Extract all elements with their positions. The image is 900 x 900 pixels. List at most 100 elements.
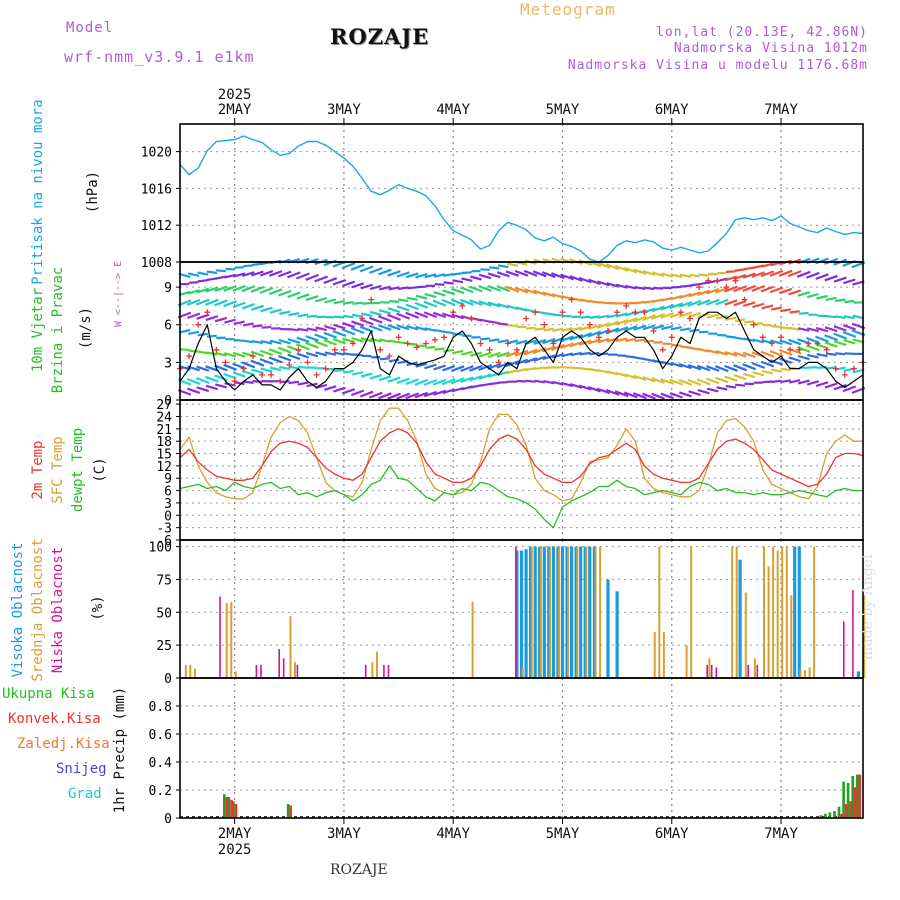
cloud-low-bar xyxy=(747,664,749,678)
gust-marker xyxy=(277,378,284,385)
wind-arrow xyxy=(406,324,419,331)
gust-marker xyxy=(595,334,602,341)
wind-arrow xyxy=(596,261,611,269)
wind-arrow xyxy=(243,380,254,384)
cloud-mid-bar xyxy=(690,546,693,678)
wind-arrow xyxy=(341,280,356,288)
wind-arrow xyxy=(297,381,309,386)
gust-marker xyxy=(714,277,721,284)
wind-arrow xyxy=(598,301,609,305)
wind-arrow xyxy=(314,333,328,341)
wind-arrow xyxy=(288,365,300,370)
wind-arrow xyxy=(798,327,810,332)
wind-arrow xyxy=(834,298,846,303)
wind-arrow xyxy=(614,264,629,272)
cloud-low-bar xyxy=(715,667,718,678)
wind-arrow xyxy=(268,288,283,296)
legend-convective-rain: Konvek.Kisa xyxy=(8,711,101,727)
precip-convective-bar xyxy=(858,774,862,818)
gust-marker xyxy=(741,296,748,303)
precip-convective-bar xyxy=(230,799,233,818)
cloud-mid-bar xyxy=(558,546,561,678)
cloud-low-bar xyxy=(843,621,845,678)
gust-marker xyxy=(641,309,648,316)
wind-arrow xyxy=(460,365,474,373)
wind-arrow xyxy=(643,299,655,304)
precip-convective-bar xyxy=(234,804,238,818)
pressure-line xyxy=(179,135,864,263)
wind-arrow xyxy=(842,330,857,338)
wind-arrow xyxy=(525,367,537,372)
wind-arrow xyxy=(707,272,718,276)
wind-arrow xyxy=(606,313,619,319)
wind-arrow xyxy=(278,310,291,316)
wind-arrow xyxy=(669,378,684,386)
y-tick-label: 25 xyxy=(156,639,172,654)
gust-marker xyxy=(231,378,238,385)
panel-frames xyxy=(179,123,864,819)
wind-arrow xyxy=(532,270,547,278)
wind-arrow xyxy=(478,273,492,280)
cloud-high-bar xyxy=(547,546,551,678)
wind-arrow xyxy=(634,338,646,343)
wind-arrow xyxy=(241,271,255,277)
wind-arrow xyxy=(432,299,447,307)
wind-arrow xyxy=(296,336,310,343)
sfc-axis-title: SFC Temp xyxy=(50,436,66,503)
cloud-mid-bar xyxy=(790,595,793,678)
wind-arrow xyxy=(716,386,728,391)
wind-arrow xyxy=(597,314,610,319)
wind-arrow xyxy=(742,301,756,308)
gust-marker xyxy=(705,277,712,284)
wind-arrow xyxy=(405,392,420,400)
wind-arrow xyxy=(507,324,518,327)
wind-arrow xyxy=(716,314,728,320)
wind-arrow xyxy=(725,384,737,389)
cloud-unit: (%) xyxy=(90,595,106,620)
wind-arrow xyxy=(742,363,756,371)
precip-total-bar xyxy=(223,794,226,818)
wind-arrow xyxy=(670,273,683,279)
wind-arrow xyxy=(498,322,509,326)
wind-arrow xyxy=(268,348,283,356)
gust-marker xyxy=(614,309,621,316)
wind-arrow xyxy=(835,352,846,356)
wind-arrow xyxy=(797,354,810,361)
wind-arrow xyxy=(789,379,801,384)
wind-arrow xyxy=(396,305,410,312)
cloud-low-bar xyxy=(706,664,708,678)
wind-arrow xyxy=(688,390,701,396)
wind-arrow xyxy=(332,338,346,345)
wind-arrow xyxy=(288,380,300,385)
gust-marker xyxy=(386,353,393,360)
wind-arrow xyxy=(542,354,556,361)
wind-arrow xyxy=(359,390,374,398)
wind-arrow xyxy=(624,373,638,380)
wind-arrow xyxy=(351,371,364,376)
wind-arrow xyxy=(769,269,784,277)
y-tick-label: 1016 xyxy=(141,182,172,197)
y-tick-label: -6 xyxy=(156,534,172,549)
precip-total-bar xyxy=(828,812,832,818)
wind-arrow xyxy=(452,279,464,284)
wind-arrow xyxy=(441,298,456,307)
cloud-mid-bar xyxy=(289,616,292,678)
wind-arrow xyxy=(633,315,647,323)
wind-arrow xyxy=(414,301,429,309)
wind-arrow xyxy=(187,312,201,320)
y-tick-label: 50 xyxy=(156,606,172,621)
wind-arrow xyxy=(205,365,219,372)
wind-arrow xyxy=(505,270,520,277)
wind-arrow xyxy=(815,381,829,388)
wind-arrow xyxy=(423,300,438,308)
wind-arrow xyxy=(360,283,373,290)
wind-arrow xyxy=(625,355,636,359)
y-tick-label: 3 xyxy=(164,356,172,371)
wind-arrow xyxy=(634,285,646,290)
wind-arrow xyxy=(452,349,464,355)
wind-arrow xyxy=(680,345,691,349)
wind-arrow xyxy=(323,277,338,285)
wind-arrow xyxy=(543,327,555,332)
wind-arrow xyxy=(334,315,345,319)
cloud-mid-bar xyxy=(585,546,588,678)
